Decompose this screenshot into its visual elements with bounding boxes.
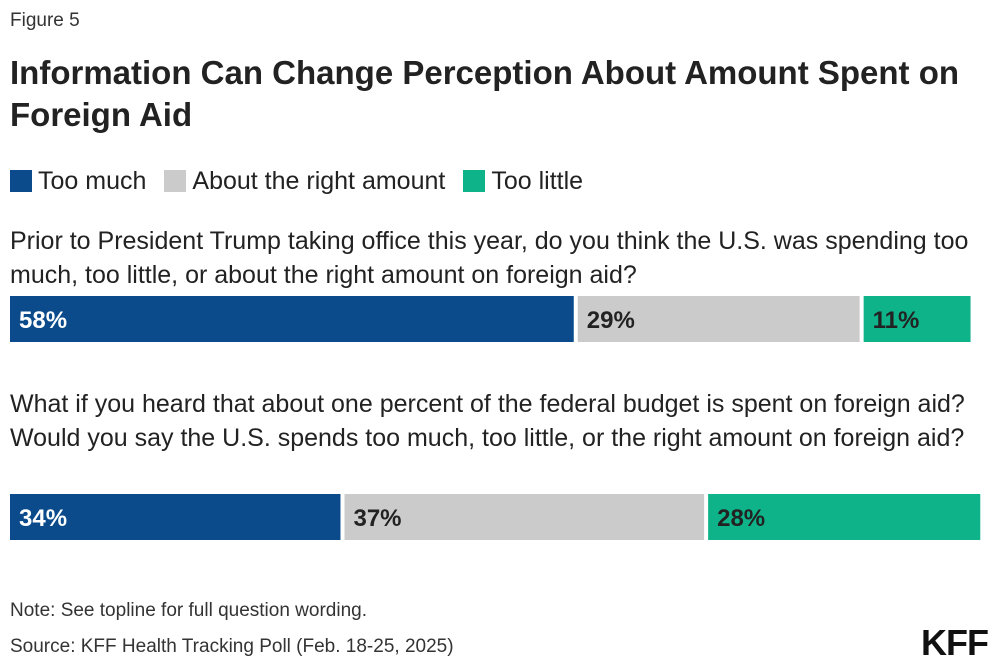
question-1-text: Prior to President Trump taking office t… (10, 227, 969, 289)
footnote: Note: See topline for full question word… (10, 600, 367, 621)
legend-label-about-right: About the right amount (192, 166, 446, 195)
data-label-too-little-q1: 11% (873, 307, 920, 334)
bar-about-right-q1 (577, 296, 860, 342)
bar-too-much-q1 (10, 296, 574, 342)
legend: Too much About the right amount Too litt… (10, 165, 601, 197)
legend-swatch-too-little (463, 170, 486, 192)
question-2-text: What if you heard that about one percent… (10, 390, 965, 452)
legend-label-too-little: Too little (491, 166, 584, 195)
legend-swatch-about-right (164, 170, 187, 192)
bar-about-right-q2 (344, 494, 705, 540)
data-label-too-much-q2: 34% (19, 505, 67, 532)
bar-row-2: 34% 37% 28% (10, 494, 981, 540)
source-note: Source: KFF Health Tracking Poll (Feb. 1… (10, 636, 454, 657)
bar-too-little-q1 (863, 296, 971, 342)
data-label-about-right-q2: 37% (353, 505, 401, 532)
data-label-too-little-q2: 28% (717, 505, 765, 532)
bar-row-1: 58% 29% 11% (10, 296, 971, 342)
figure-label: Figure 5 (10, 10, 80, 31)
chart-title: Information Can Change Perception About … (10, 54, 960, 133)
bar-too-little-q2 (708, 494, 981, 540)
legend-item-too-much: Too much (10, 167, 146, 196)
legend-item-too-little: Too little (463, 167, 583, 196)
kff-logo: KFF (921, 622, 989, 663)
data-label-about-right-q1: 29% (587, 307, 635, 334)
data-label-too-much-q1: 58% (19, 307, 67, 334)
legend-item-about-right: About the right amount (164, 167, 445, 196)
legend-swatch-too-much (10, 170, 32, 192)
bar-too-much-q2 (10, 494, 341, 540)
legend-label-too-much: Too much (38, 166, 147, 195)
